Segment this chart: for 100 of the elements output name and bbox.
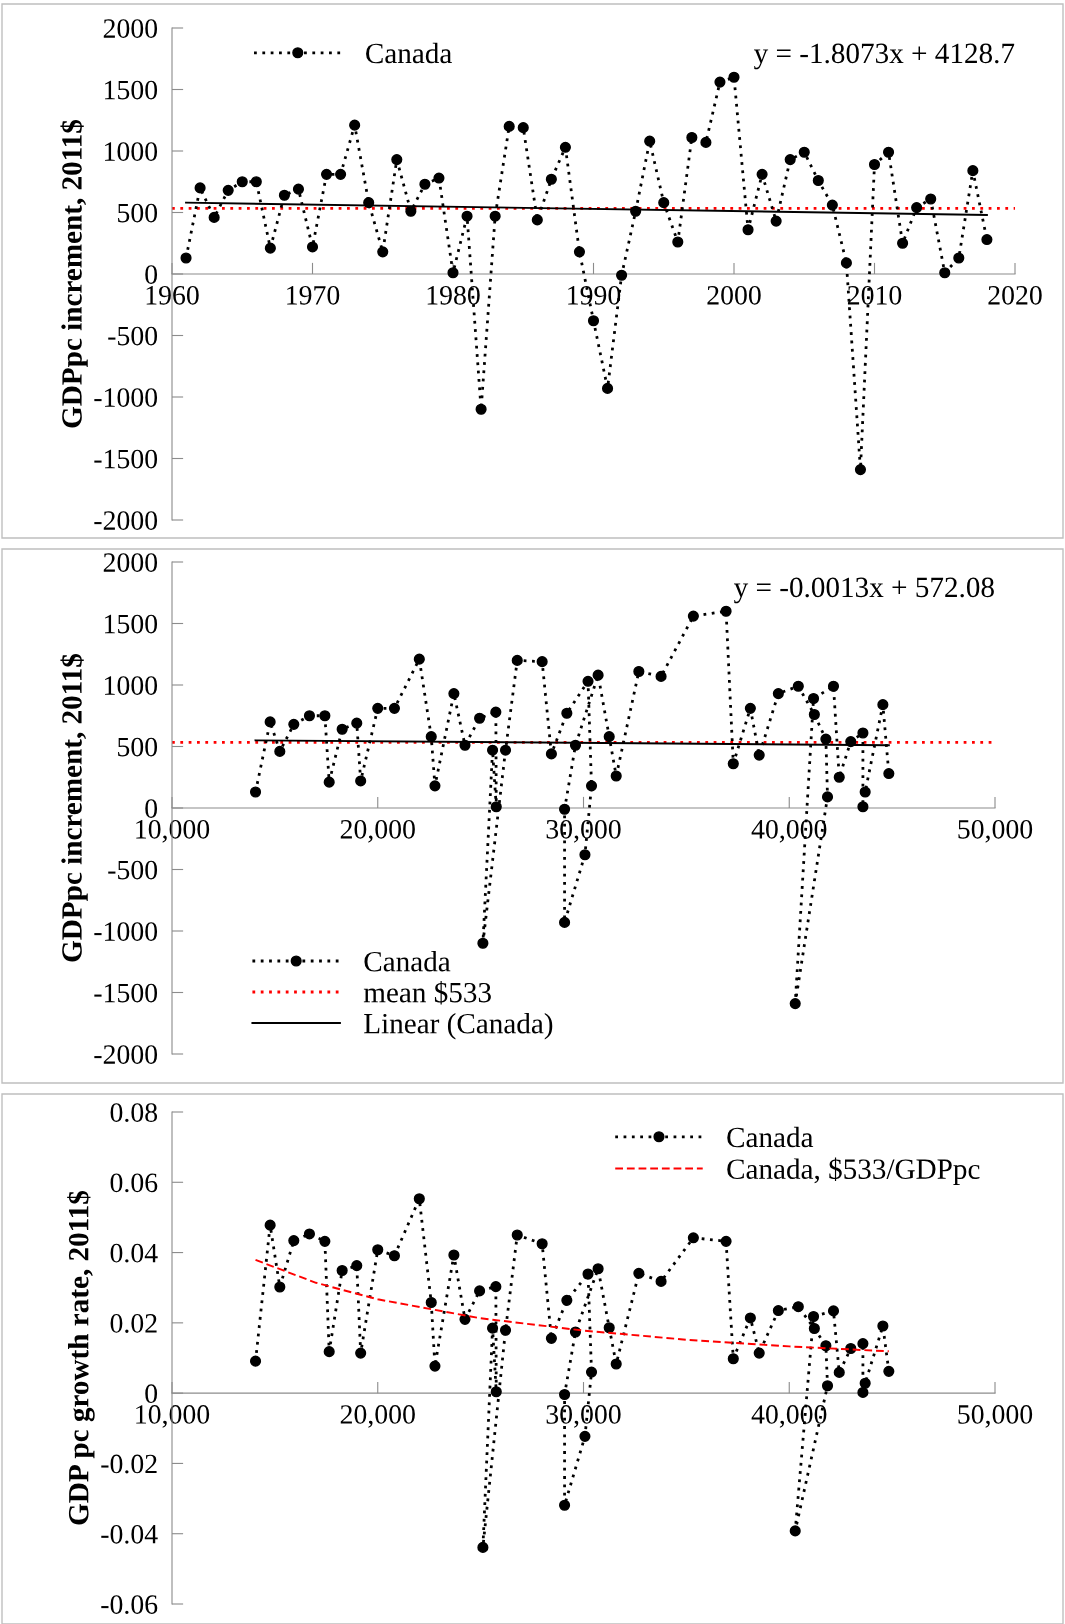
y-tick-label: -1500 — [94, 983, 158, 1003]
point — [655, 1275, 667, 1287]
point — [840, 257, 852, 269]
point — [573, 246, 586, 258]
point — [655, 670, 667, 682]
x-tick-label: 20,000 — [340, 1405, 415, 1428]
point — [320, 168, 333, 180]
point — [355, 775, 367, 787]
x-tick-label: 50,000 — [958, 819, 1033, 843]
point — [477, 937, 489, 949]
point — [559, 141, 571, 153]
y-tick-label: 1000 — [105, 676, 158, 695]
y-axis-title: GDPpc increment, 2011$ — [60, 119, 88, 428]
point — [854, 464, 867, 476]
point — [335, 168, 347, 180]
point — [789, 1525, 801, 1537]
point — [592, 1263, 604, 1275]
x-tick-label: 2010 — [847, 285, 902, 305]
point — [194, 182, 206, 194]
point — [413, 1193, 425, 1205]
point — [981, 234, 993, 246]
point — [274, 1281, 286, 1293]
point — [807, 1310, 820, 1323]
x-tick-label: 10,000 — [136, 1405, 210, 1428]
point — [877, 1320, 889, 1332]
y-tick-label: -1500 — [94, 449, 158, 469]
point — [351, 717, 363, 729]
point — [857, 1386, 869, 1399]
y-tick-label: -0.06 — [101, 1595, 158, 1615]
point — [355, 1347, 367, 1359]
point — [536, 1238, 548, 1250]
x-tick-label: 10,000 — [136, 819, 210, 843]
point — [490, 1386, 502, 1398]
x-tick-label: 1980 — [427, 285, 480, 305]
point — [377, 246, 389, 258]
point — [728, 71, 740, 83]
point — [425, 1296, 437, 1309]
point — [833, 1366, 845, 1378]
x-tick-label: 40,000 — [751, 819, 827, 843]
y-axis-title: GDP pc growth rate, 2011$ — [67, 1190, 95, 1525]
point — [372, 702, 384, 714]
legend-label: Canada, $533/GDPpc — [727, 1157, 980, 1185]
point — [827, 680, 840, 692]
point — [582, 675, 594, 687]
y-tick-label: 0 — [145, 265, 158, 284]
point — [784, 154, 796, 166]
point — [857, 727, 869, 739]
point — [807, 692, 820, 705]
point — [582, 1268, 594, 1280]
point — [545, 1332, 557, 1344]
point — [425, 731, 437, 743]
point — [727, 1353, 739, 1365]
point — [727, 758, 739, 770]
y-tick-label: -2000 — [94, 511, 158, 530]
y-tick-label: -500 — [108, 326, 158, 346]
point — [545, 173, 557, 185]
point — [868, 158, 881, 171]
x-tick-label: 50,000 — [958, 1405, 1033, 1428]
point — [208, 211, 220, 223]
point — [720, 605, 732, 617]
point — [336, 723, 348, 735]
y-tick-label: 1000 — [105, 142, 158, 161]
point — [545, 748, 557, 760]
point — [249, 786, 262, 798]
point — [490, 1281, 502, 1293]
point — [288, 718, 300, 730]
point — [489, 210, 501, 222]
point — [753, 1347, 765, 1359]
point — [429, 1360, 441, 1372]
point — [742, 224, 754, 236]
point — [772, 688, 784, 700]
point — [303, 710, 315, 722]
legend-label: mean $533 — [363, 981, 491, 1005]
point — [419, 178, 431, 190]
point — [323, 776, 335, 788]
point — [475, 403, 487, 415]
x-tick-label: 30,000 — [546, 1405, 621, 1428]
point — [833, 771, 845, 783]
point — [561, 707, 573, 719]
point — [587, 315, 600, 327]
point — [579, 1430, 591, 1442]
point — [351, 1260, 363, 1272]
y-tick-label: 0 — [145, 799, 158, 818]
point — [487, 744, 499, 756]
point — [487, 1322, 499, 1334]
point — [925, 193, 937, 205]
point — [603, 731, 615, 743]
point — [474, 712, 486, 724]
y-tick-label: 0.08 — [110, 1103, 158, 1123]
point — [531, 214, 543, 226]
point — [911, 202, 923, 214]
annotation: y = -1.8073x + 4128.7 — [754, 43, 1015, 70]
x-tick-label: 40,000 — [751, 1405, 827, 1428]
point — [877, 699, 889, 711]
point — [264, 242, 276, 254]
point — [222, 184, 234, 196]
point — [559, 916, 571, 928]
y-axis-title: GDPpc increment, 2011$ — [60, 653, 88, 962]
point — [503, 120, 515, 132]
point — [821, 1380, 834, 1392]
